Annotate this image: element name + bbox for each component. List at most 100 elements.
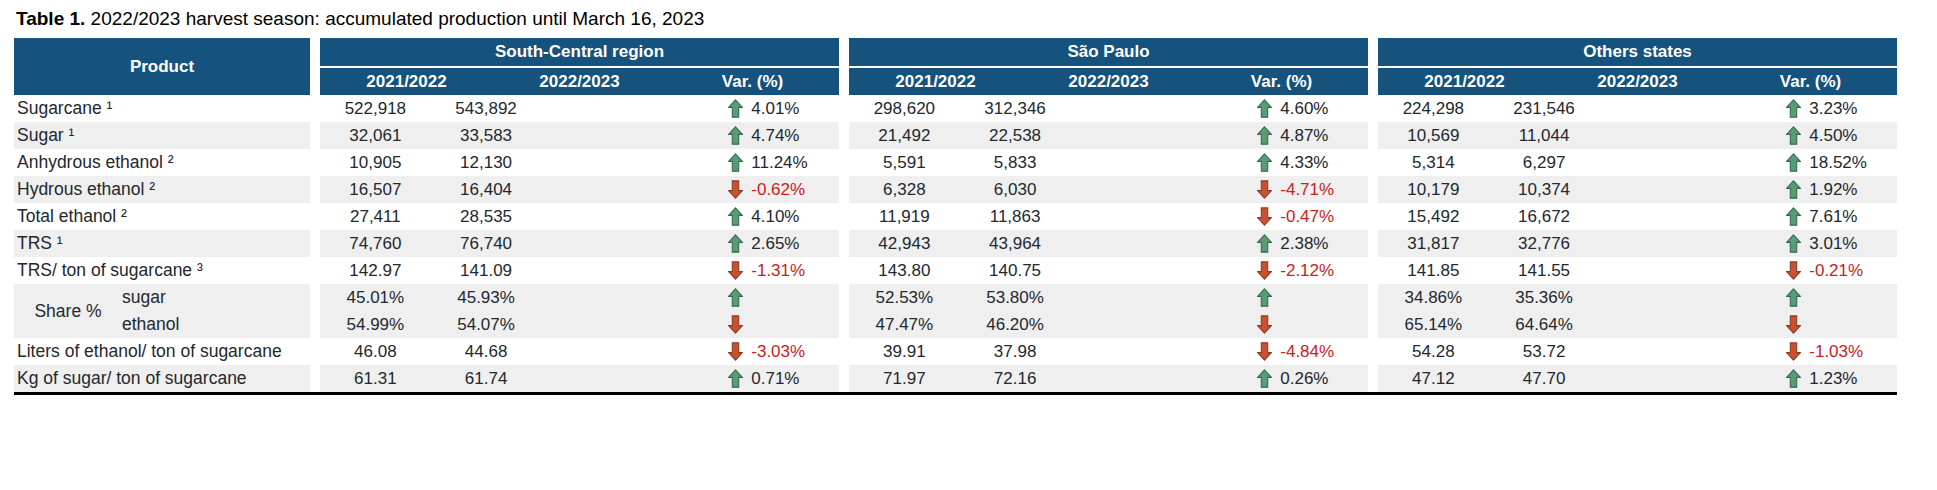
value-2021-2022: 27,411 <box>320 203 431 230</box>
region-group-sao-paulo: 6,328 6,030 -4.71% <box>849 176 1368 203</box>
value-2022-2023: 32,776 <box>1489 230 1600 257</box>
variation-cell <box>1599 311 1897 338</box>
value-2021-2022: 71.97 <box>849 365 960 392</box>
column-gutter <box>310 365 320 392</box>
table-row: Sugarcane ¹ 522,918 543,892 4.01% 298,62… <box>14 95 1897 122</box>
variation-value: -4.71% <box>1280 176 1334 203</box>
region-group-sao-paulo: 52.53% 53.80% 47.47% 46.20% <box>849 284 1368 338</box>
value-2021-2022: 10,569 <box>1378 122 1489 149</box>
variation-cell: 4.33% <box>1070 149 1368 176</box>
variation-cell: 1.23% <box>1599 365 1897 392</box>
variation-cell: 4.87% <box>1070 122 1368 149</box>
value-2022-2023: 6,030 <box>960 176 1071 203</box>
trend-arrow-icon <box>728 207 743 226</box>
trend-arrow-icon <box>1786 315 1801 334</box>
variation-cell: 4.10% <box>541 203 839 230</box>
variation-value: 0.26% <box>1280 365 1328 392</box>
value-2021-2022: 10,179 <box>1378 176 1489 203</box>
variation-cell: -4.84% <box>1070 338 1368 365</box>
variation-cell: 3.01% <box>1599 230 1897 257</box>
value-2022-2023: 16,672 <box>1489 203 1600 230</box>
variation-cell: 0.71% <box>541 365 839 392</box>
value-2021-2022: 39.91 <box>849 338 960 365</box>
variation-value: -3.03% <box>751 338 805 365</box>
region-group-south-central: 74,760 76,740 2.65% <box>320 230 839 257</box>
variation-value: 4.01% <box>751 95 799 122</box>
variation-value: -0.21% <box>1809 257 1863 284</box>
column-gutter <box>1368 338 1378 365</box>
column-gutter <box>839 95 849 122</box>
value-2021-2022: 65.14% <box>1378 311 1489 338</box>
row-label: Hydrous ethanol ² <box>14 176 310 203</box>
variation-cell: 1.92% <box>1599 176 1897 203</box>
column-header-2021-2022: 2021/2022 <box>849 68 1022 95</box>
column-gutter <box>310 257 320 284</box>
variation-value: 2.38% <box>1280 230 1328 257</box>
column-header-2022-2023: 2022/2023 <box>1022 68 1195 95</box>
value-2022-2023: 140.75 <box>960 257 1071 284</box>
value-2021-2022: 5,591 <box>849 149 960 176</box>
region-group-sao-paulo: 143.80 140.75 -2.12% <box>849 257 1368 284</box>
trend-arrow-icon <box>1786 126 1801 145</box>
variation-value: 3.23% <box>1809 95 1857 122</box>
table-row: Kg of sugar/ ton of sugarcane 61.31 61.7… <box>14 365 1897 392</box>
trend-arrow-icon <box>1257 99 1272 118</box>
variation-cell <box>1070 311 1368 338</box>
region-group-sao-paulo: 71.97 72.16 0.26% <box>849 365 1368 392</box>
variation-cell: 4.60% <box>1070 95 1368 122</box>
share-line: 45.01% 45.93% <box>320 284 839 311</box>
value-2021-2022: 11,919 <box>849 203 960 230</box>
table-row-share: Share % sugar ethanol 45.01% 45.93% 54.9… <box>14 284 1897 338</box>
region-group-header-south-central: South-Central region 2021/2022 2022/2023… <box>320 38 839 95</box>
column-gutter <box>1368 365 1378 392</box>
value-2022-2023: 6,297 <box>1489 149 1600 176</box>
value-2021-2022: 224,298 <box>1378 95 1489 122</box>
column-header-2022-2023: 2022/2023 <box>493 68 666 95</box>
report-page: Table 1. 2022/2023 harvest season: accum… <box>0 0 1937 395</box>
table-row: Anhydrous ethanol ² 10,905 12,130 11.24%… <box>14 149 1897 176</box>
value-2022-2023: 45.93% <box>431 284 542 311</box>
variation-cell: -0.62% <box>541 176 839 203</box>
share-line: 47.47% 46.20% <box>849 311 1368 338</box>
share-line: 54.99% 54.07% <box>320 311 839 338</box>
table-header: Product South-Central region 2021/2022 2… <box>14 38 1897 95</box>
value-2021-2022: 54.28 <box>1378 338 1489 365</box>
variation-cell: -1.03% <box>1599 338 1897 365</box>
column-gutter <box>839 257 849 284</box>
variation-value: 1.23% <box>1809 365 1857 392</box>
value-2022-2023: 37.98 <box>960 338 1071 365</box>
row-label: Share % <box>14 301 122 322</box>
value-2022-2023: 543,892 <box>431 95 542 122</box>
value-2021-2022: 10,905 <box>320 149 431 176</box>
variation-value: 3.01% <box>1809 230 1857 257</box>
trend-arrow-icon <box>1257 153 1272 172</box>
trend-arrow-icon <box>728 288 743 307</box>
share-line: 65.14% 64.64% <box>1378 311 1897 338</box>
region-group-sao-paulo: 11,919 11,863 -0.47% <box>849 203 1368 230</box>
share-sub-labels: sugar ethanol <box>122 284 179 338</box>
column-gutter <box>310 230 320 257</box>
table-row: Sugar ¹ 32,061 33,583 4.74% 21,492 22,53… <box>14 122 1897 149</box>
variation-cell <box>541 311 839 338</box>
variation-cell: 2.65% <box>541 230 839 257</box>
region-group-others-states: 54.28 53.72 -1.03% <box>1378 338 1897 365</box>
column-gutter <box>839 122 849 149</box>
production-table: Product South-Central region 2021/2022 2… <box>14 38 1897 395</box>
row-label: Liters of ethanol/ ton of sugarcane <box>14 338 310 365</box>
value-2022-2023: 28,535 <box>431 203 542 230</box>
column-gutter <box>310 149 320 176</box>
variation-cell: 4.74% <box>541 122 839 149</box>
share-line: 52.53% 53.80% <box>849 284 1368 311</box>
value-2022-2023: 141.55 <box>1489 257 1600 284</box>
region-group-others-states: 5,314 6,297 18.52% <box>1378 149 1897 176</box>
region-group-header-sao-paulo: São Paulo 2021/2022 2022/2023 Var. (%) <box>849 38 1368 95</box>
variation-cell <box>541 284 839 311</box>
variation-value: 4.10% <box>751 203 799 230</box>
region-group-sao-paulo: 21,492 22,538 4.87% <box>849 122 1368 149</box>
column-gutter <box>839 230 849 257</box>
row-label: TRS/ ton of sugarcane ³ <box>14 257 310 284</box>
value-2022-2023: 44.68 <box>431 338 542 365</box>
share-sub-label-ethanol: ethanol <box>122 311 179 338</box>
table-row: Hydrous ethanol ² 16,507 16,404 -0.62% 6… <box>14 176 1897 203</box>
trend-arrow-icon <box>728 126 743 145</box>
